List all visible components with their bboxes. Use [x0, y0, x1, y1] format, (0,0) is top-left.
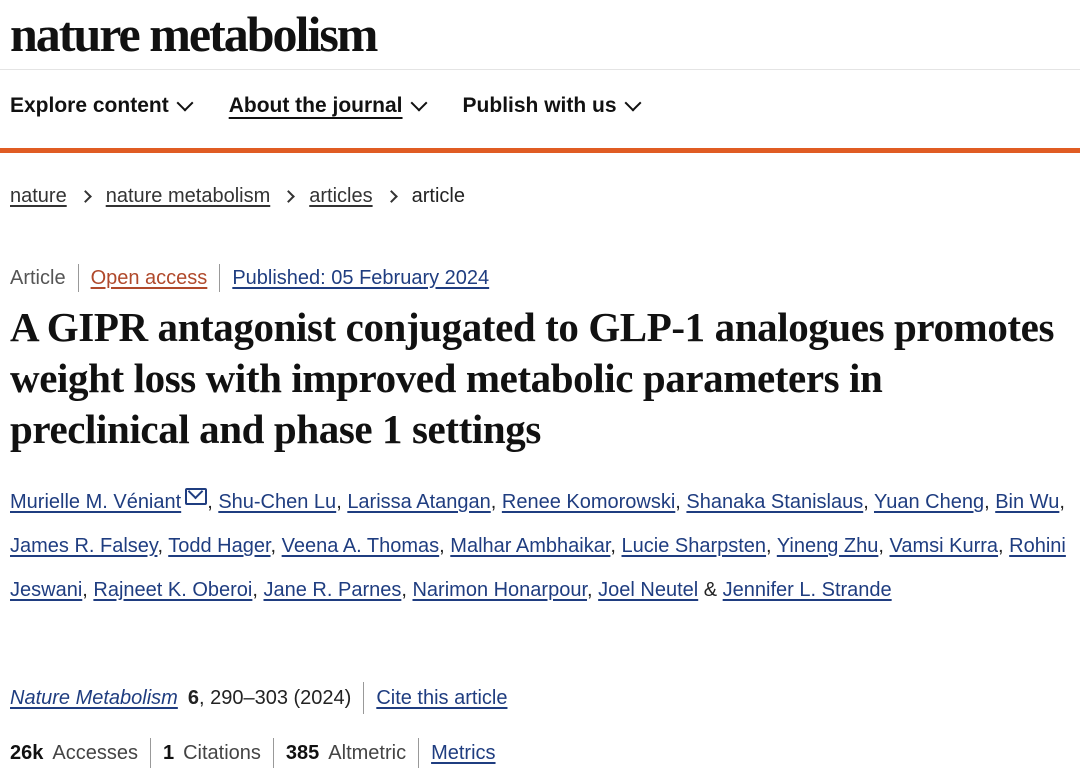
nav-about-the-journal[interactable]: About the journal: [228, 94, 428, 118]
divider: [418, 738, 420, 768]
mail-icon[interactable]: [185, 488, 208, 505]
journal-link[interactable]: Nature Metabolism: [10, 686, 178, 709]
author-link[interactable]: Rohini Jeswani: [10, 535, 1066, 601]
pages-year: , 290–303 (2024): [198, 686, 352, 709]
citation-line: Nature Metabolism 6 , 290–303 (2024) Cit…: [10, 682, 507, 714]
author-link[interactable]: Shanaka Stanislaus: [686, 491, 864, 513]
accesses-count: 26k: [10, 741, 44, 764]
nav-publish-with-us[interactable]: Publish with us: [462, 94, 642, 118]
breadcrumb-link-nature[interactable]: nature: [10, 185, 67, 207]
breadcrumb-link-articles[interactable]: articles: [309, 185, 373, 207]
chevron-down-icon: [624, 94, 642, 112]
article-metrics: 26k Accesses 1 Citations 385 Altmetric M…: [10, 738, 496, 768]
citations-count: 1: [162, 741, 175, 764]
divider: [149, 738, 151, 768]
chevron-down-icon: [410, 94, 428, 112]
author-link[interactable]: Lucie Sharpsten: [621, 535, 767, 557]
chevron-right-icon: [384, 190, 398, 203]
author-link[interactable]: Bin Wu: [995, 491, 1060, 513]
author-link[interactable]: Larissa Atangan: [347, 491, 491, 513]
chevron-right-icon: [282, 190, 296, 203]
author-list: Murielle M. Véniant, Shu-Chen Lu, Lariss…: [10, 480, 1070, 612]
author-link[interactable]: Todd Hager: [168, 535, 271, 557]
cite-this-article-link[interactable]: Cite this article: [376, 686, 508, 709]
accesses-label: Accesses: [52, 741, 138, 764]
author-link[interactable]: James R. Falsey: [10, 535, 158, 557]
altmetric-count: 385: [285, 741, 320, 764]
nav-label: About the journal: [228, 94, 403, 117]
author-link[interactable]: Joel Neutel: [598, 579, 699, 601]
author-link[interactable]: Yuan Cheng: [873, 491, 985, 513]
chevron-down-icon: [176, 94, 194, 112]
article-title: A GIPR antagonist conjugated to GLP-1 an…: [10, 304, 1055, 452]
author-link[interactable]: Malhar Ambhaikar: [450, 535, 611, 557]
article-type: Article: [10, 266, 66, 289]
metrics-link[interactable]: Metrics: [431, 741, 496, 764]
journal-logo[interactable]: nature metabolism: [10, 6, 378, 62]
header-divider: [0, 69, 1080, 70]
author-link[interactable]: Jane R. Parnes: [263, 579, 402, 601]
author-link[interactable]: Vamsi Kurra: [889, 535, 999, 557]
header-accent-bar: [0, 148, 1080, 153]
author-link[interactable]: Yineng Zhu: [776, 535, 879, 557]
author-link[interactable]: Veena A. Thomas: [281, 535, 440, 557]
author-link[interactable]: Rajneet K. Oberoi: [93, 579, 253, 601]
volume: 6: [187, 686, 199, 709]
author-link[interactable]: Jennifer L. Strande: [722, 579, 892, 601]
open-access-link[interactable]: Open access: [90, 266, 208, 289]
main-nav: Explore content About the journal Publis…: [10, 94, 642, 118]
breadcrumb: nature nature metabolism articles articl…: [10, 185, 465, 208]
breadcrumb-link-nature-metabolism[interactable]: nature metabolism: [105, 185, 271, 207]
divider: [272, 738, 274, 768]
breadcrumb-current: article: [411, 185, 465, 207]
chevron-right-icon: [78, 190, 92, 203]
author-link[interactable]: Shu-Chen Lu: [218, 491, 337, 513]
nav-label: Publish with us: [462, 94, 617, 117]
nav-explore-content[interactable]: Explore content: [10, 94, 194, 118]
divider: [219, 264, 221, 292]
divider: [363, 682, 365, 714]
published-date-link[interactable]: Published: 05 February 2024: [232, 266, 490, 289]
author-link[interactable]: Murielle M. Véniant: [10, 491, 182, 513]
divider: [77, 264, 79, 292]
author-link[interactable]: Narimon Honarpour: [412, 579, 588, 601]
citations-label: Citations: [183, 741, 261, 764]
altmetric-label: Altmetric: [328, 741, 407, 764]
nav-label: Explore content: [10, 94, 169, 117]
author-link[interactable]: Renee Komorowski: [501, 491, 676, 513]
article-meta: Article Open access Published: 05 Februa…: [10, 264, 489, 292]
